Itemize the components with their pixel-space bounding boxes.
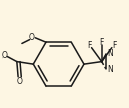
Text: F: F [87,41,91,50]
Text: F: F [112,41,117,50]
Text: O: O [1,51,7,60]
Text: N: N [107,49,113,58]
Text: O: O [16,77,22,86]
Text: O: O [29,33,35,42]
Text: N: N [107,65,113,74]
Text: F: F [99,38,104,47]
